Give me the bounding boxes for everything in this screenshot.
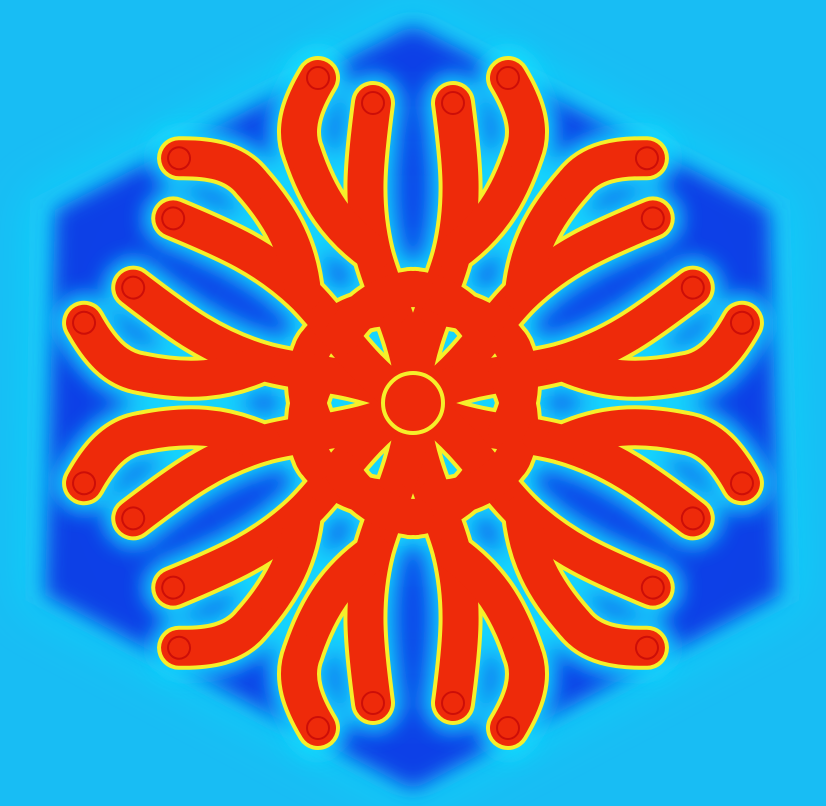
coral-center <box>381 371 445 435</box>
